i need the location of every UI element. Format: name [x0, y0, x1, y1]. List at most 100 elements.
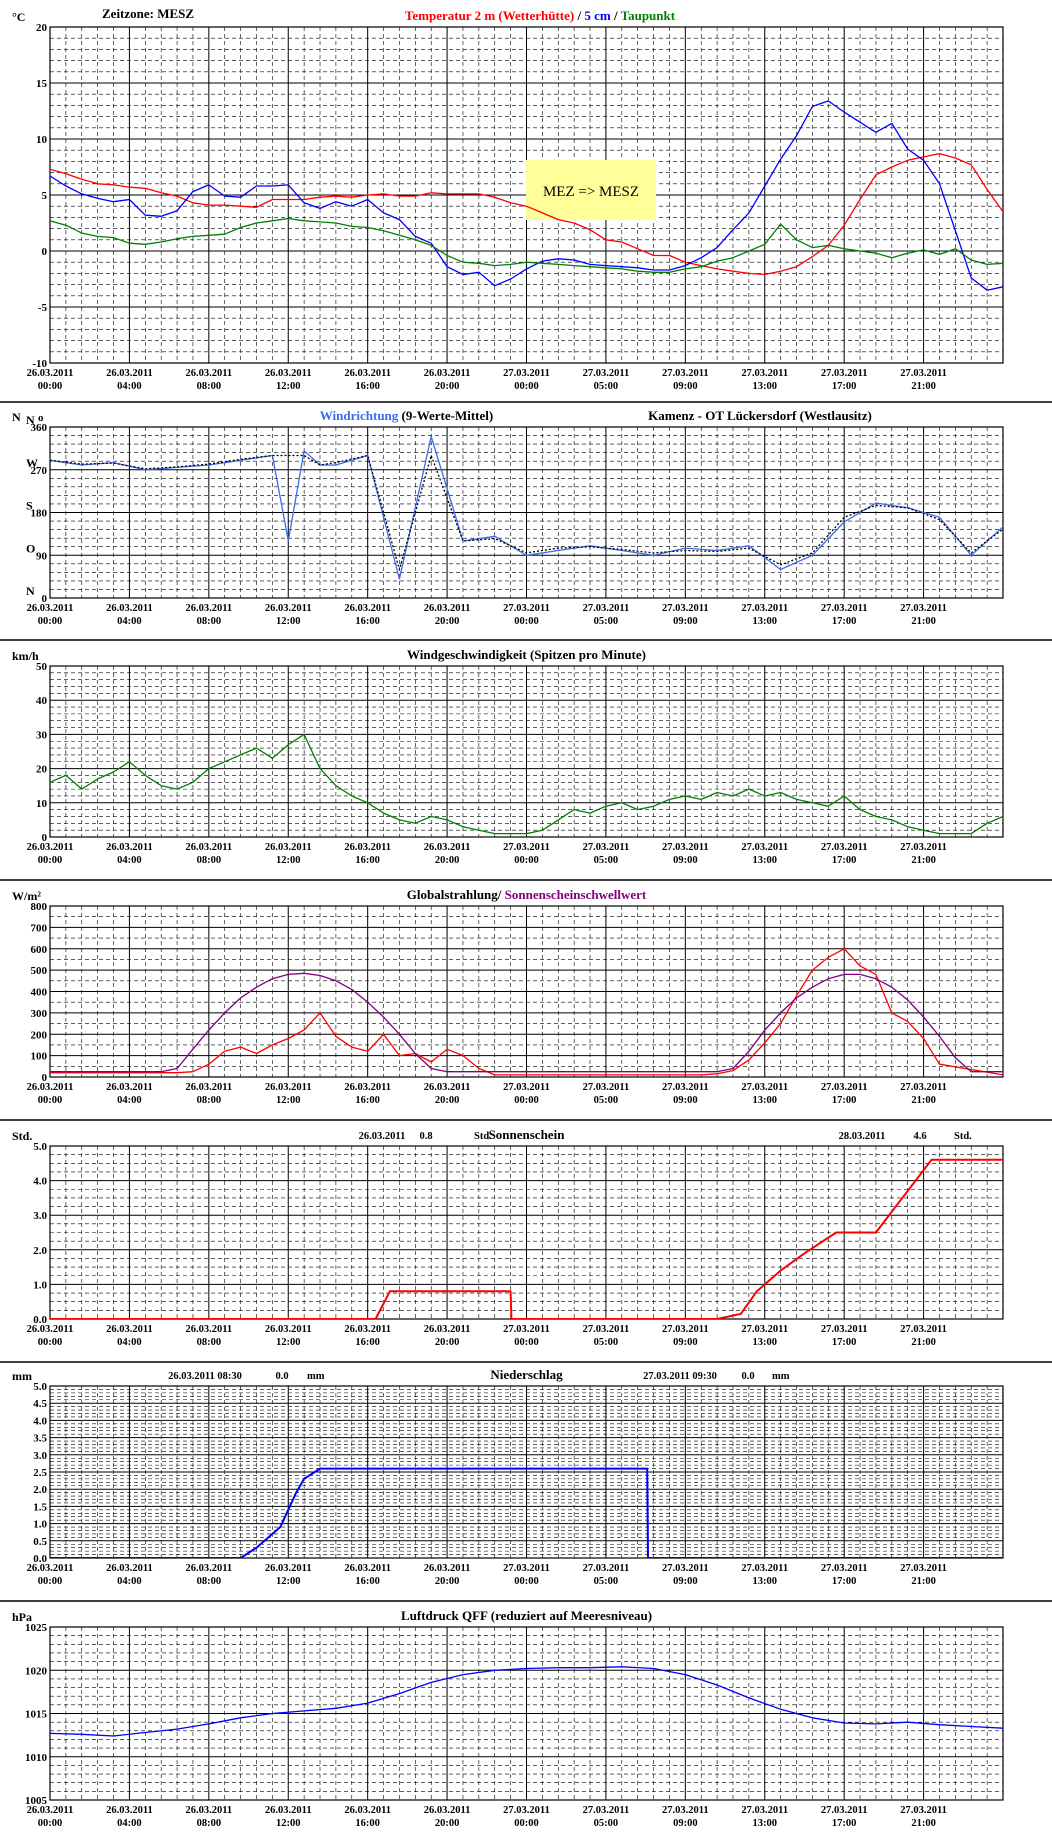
x-tick-time: 00:00: [514, 1818, 539, 1829]
x-tick-date: 27.03.2011: [662, 1324, 709, 1335]
x-tick-time: 13:00: [753, 381, 778, 392]
plot-frame: [49, 665, 1004, 838]
y-tick-label: 700: [31, 922, 48, 934]
series-group: [50, 435, 1003, 580]
x-tick-date: 26.03.2011: [185, 368, 232, 379]
x-tick-date: 26.03.2011: [344, 1563, 391, 1574]
x-tick-time: 00:00: [38, 1576, 63, 1587]
x-tick-time: 00:00: [514, 381, 539, 392]
x-tick-time: 20:00: [435, 381, 460, 392]
direction-label: W: [26, 456, 38, 470]
x-tick-date: 26.03.2011: [424, 842, 471, 853]
annotation-label: MEZ => MESZ: [543, 184, 639, 200]
y-tick-label: 180: [31, 508, 48, 520]
chart-title: Temperatur 2 m (Wetterhütte) / 5 cm / Ta…: [405, 8, 676, 23]
x-tick-time: 05:00: [594, 855, 619, 866]
x-tick-date: 26.03.2011: [344, 603, 391, 614]
x-tick-time: 00:00: [514, 616, 539, 627]
x-tick-date: 26.03.2011: [185, 1563, 232, 1574]
x-tick-date: 27.03.2011: [503, 1805, 550, 1816]
chart-panel-precipitation: 0.0 0.5 1.0 1.5 2.0 2.5 3.0 3.5 4.0 4.5 5.0 26.03.2…: [0, 1361, 1052, 1587]
x-tick-date: 27.03.2011: [741, 1805, 788, 1816]
x-tick-date: 27.03.2011: [662, 1082, 709, 1093]
x-tick-date: 27.03.2011: [821, 1563, 868, 1574]
summary-unit: Std.: [954, 1131, 972, 1142]
x-tick-date: 27.03.2011: [583, 1324, 630, 1335]
x-tick-time: 00:00: [38, 381, 63, 392]
y-tick-label: 3.0: [33, 1450, 47, 1462]
x-tick-time: 12:00: [276, 1337, 301, 1348]
x-tick-time: 09:00: [673, 1576, 698, 1587]
timezone-label: Zeitzone: MESZ: [102, 6, 194, 21]
x-tick-time: 08:00: [197, 616, 222, 627]
unit-label: hPa: [12, 1610, 32, 1624]
y-tick-label: 3.0: [33, 1210, 47, 1222]
x-tick-time: 00:00: [514, 855, 539, 866]
x-tick-date: 26.03.2011: [265, 1805, 312, 1816]
x-tick-time: 00:00: [38, 855, 63, 866]
title-part: 5 cm: [584, 8, 611, 23]
y-tick-label: 90: [36, 550, 48, 562]
unit-label: Std.: [12, 1129, 32, 1143]
direction-label: S: [26, 499, 33, 513]
x-tick-date: 26.03.2011: [424, 603, 471, 614]
summary-unit: mm: [772, 1371, 790, 1382]
x-tick-time: 09:00: [673, 616, 698, 627]
y-tick-label: 5.0: [33, 1141, 47, 1153]
x-tick-date: 26.03.2011: [424, 1324, 471, 1335]
x-tick-date: 27.03.2011: [662, 603, 709, 614]
x-tick-time: 16:00: [355, 1576, 380, 1587]
series-group: [50, 733, 1003, 835]
x-tick-date: 26.03.2011: [344, 842, 391, 853]
title-part: /: [574, 8, 584, 23]
series-line-temperature-1: [50, 100, 1003, 291]
y-tick-label: 0: [42, 1072, 48, 1084]
x-tick-time: 08:00: [197, 855, 222, 866]
x-tick-date: 27.03.2011: [821, 1324, 868, 1335]
x-tick-date: 27.03.2011: [503, 1563, 550, 1574]
y-tick-label: 30: [36, 729, 48, 741]
x-tick-time: 08:00: [197, 1337, 222, 1348]
series-line-pressure-0: [50, 1666, 1003, 1737]
x-tick-date: 27.03.2011: [741, 1324, 788, 1335]
y-tick-label: 1.0: [33, 1519, 47, 1531]
x-tick-time: 21:00: [911, 381, 936, 392]
y-tick-label: 800: [31, 901, 48, 913]
x-tick-date: 27.03.2011: [741, 1082, 788, 1093]
x-tick-date: 27.03.2011: [821, 842, 868, 853]
x-tick-time: 00:00: [38, 616, 63, 627]
summary-unit: Std.: [474, 1131, 492, 1142]
unit-label: °C: [12, 10, 25, 24]
plot-frame: [49, 1626, 1004, 1801]
direction-label: N: [26, 584, 35, 598]
x-tick-time: 09:00: [673, 1337, 698, 1348]
title-part: Globalstrahlung/: [407, 887, 505, 902]
x-tick-time: 16:00: [355, 1337, 380, 1348]
x-tick-time: 04:00: [117, 616, 142, 627]
x-tick-date: 27.03.2011: [583, 1805, 630, 1816]
y-tick-label: 40: [36, 695, 48, 707]
unit-label: N: [12, 410, 21, 424]
title-part: (9-Werte-Mittel): [398, 408, 493, 423]
x-tick-date: 26.03.2011: [265, 368, 312, 379]
x-tick-time: 04:00: [117, 1095, 142, 1106]
summary-value: 4.6: [913, 1131, 926, 1142]
x-tick-date: 27.03.2011: [741, 603, 788, 614]
x-tick-date: 27.03.2011: [662, 1805, 709, 1816]
x-tick-time: 12:00: [276, 381, 301, 392]
y-tick-label: 1015: [25, 1709, 48, 1721]
x-tick-time: 17:00: [832, 1818, 857, 1829]
x-tick-date: 26.03.2011: [424, 1563, 471, 1574]
x-tick-date: 26.03.2011: [424, 1805, 471, 1816]
x-tick-time: 16:00: [355, 855, 380, 866]
chart-title: Windgeschwindigkeit (Spitzen pro Minute): [407, 647, 646, 662]
x-tick-date: 26.03.2011: [106, 603, 153, 614]
x-tick-time: 05:00: [594, 1818, 619, 1829]
x-tick-date: 26.03.2011: [265, 1082, 312, 1093]
x-tick-time: 20:00: [435, 1576, 460, 1587]
x-tick-date: 26.03.2011: [27, 1563, 74, 1574]
x-tick-date: 27.03.2011: [583, 1563, 630, 1574]
y-tick-label: 0: [42, 246, 48, 258]
x-tick-date: 27.03.2011: [821, 368, 868, 379]
